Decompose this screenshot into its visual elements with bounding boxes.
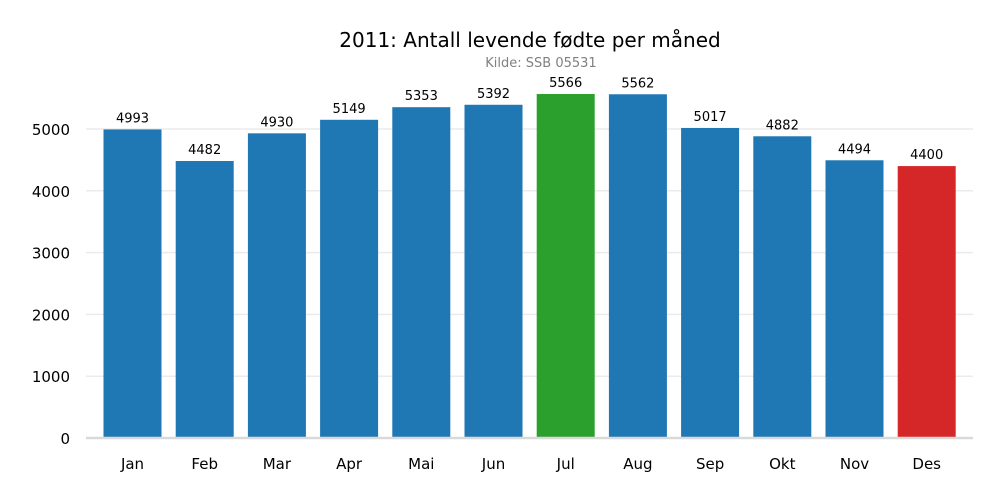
x-tick-label: Sep	[696, 455, 724, 473]
bar-apr	[320, 119, 379, 438]
bar-mar	[247, 133, 306, 439]
y-tick-label: 5000	[32, 121, 70, 139]
x-tick-label: Okt	[769, 455, 795, 473]
data-label: 4882	[766, 118, 799, 133]
y-axis: 0 1000 2000 3000 4000 5000	[32, 121, 70, 448]
x-tick-label: Jan	[120, 455, 144, 473]
bar-des	[897, 166, 956, 438]
x-tick-label: Nov	[840, 455, 869, 473]
data-label: 4482	[188, 143, 221, 158]
bar-nov	[825, 160, 884, 438]
y-tick-label: 3000	[32, 245, 70, 263]
chart-title: 2011: Antall levende fødte per måned	[339, 28, 720, 52]
bar-okt	[753, 136, 812, 438]
data-label: 4930	[260, 115, 293, 130]
data-label: 5017	[694, 110, 727, 125]
data-label: 5562	[621, 76, 654, 91]
x-axis: Jan Feb Mar Apr Mai Jun Jul Aug Sep Okt Nov Des	[86, 436, 973, 473]
x-tick-label: Feb	[191, 455, 218, 473]
y-tick-label: 0	[60, 430, 70, 448]
x-tick-label: Aug	[623, 455, 652, 473]
data-label: 4494	[838, 142, 871, 157]
y-tick-label: 4000	[32, 183, 70, 201]
x-tick-label: Des	[912, 455, 941, 473]
bar-aug	[608, 94, 667, 438]
x-tick-label: Jul	[556, 455, 575, 473]
gridlines	[86, 128, 973, 377]
chart-subtitle: Kilde: SSB 05531	[485, 56, 596, 71]
x-tick-label: Jun	[481, 455, 505, 473]
data-label: 4993	[116, 111, 149, 126]
bar-sep	[681, 127, 740, 438]
y-tick-label: 2000	[32, 306, 70, 324]
data-label: 5392	[477, 87, 510, 102]
data-label: 4400	[910, 148, 943, 163]
y-tick-label: 1000	[32, 368, 70, 386]
bar-feb	[175, 161, 234, 439]
bar-jan	[103, 129, 162, 438]
x-tick-label: Mai	[408, 455, 434, 473]
bars: 4993 4482 4930 5149 5353 5392 5566 5562 5017 4882…	[103, 76, 956, 439]
data-label: 5566	[549, 76, 582, 91]
bar-jun	[464, 104, 523, 438]
data-label: 5149	[333, 102, 366, 117]
data-label: 5353	[405, 89, 438, 104]
bar-mai	[392, 107, 451, 438]
x-tick-label: Mar	[263, 455, 292, 473]
x-tick-label: Apr	[336, 455, 363, 473]
bar-jul	[536, 94, 595, 438]
